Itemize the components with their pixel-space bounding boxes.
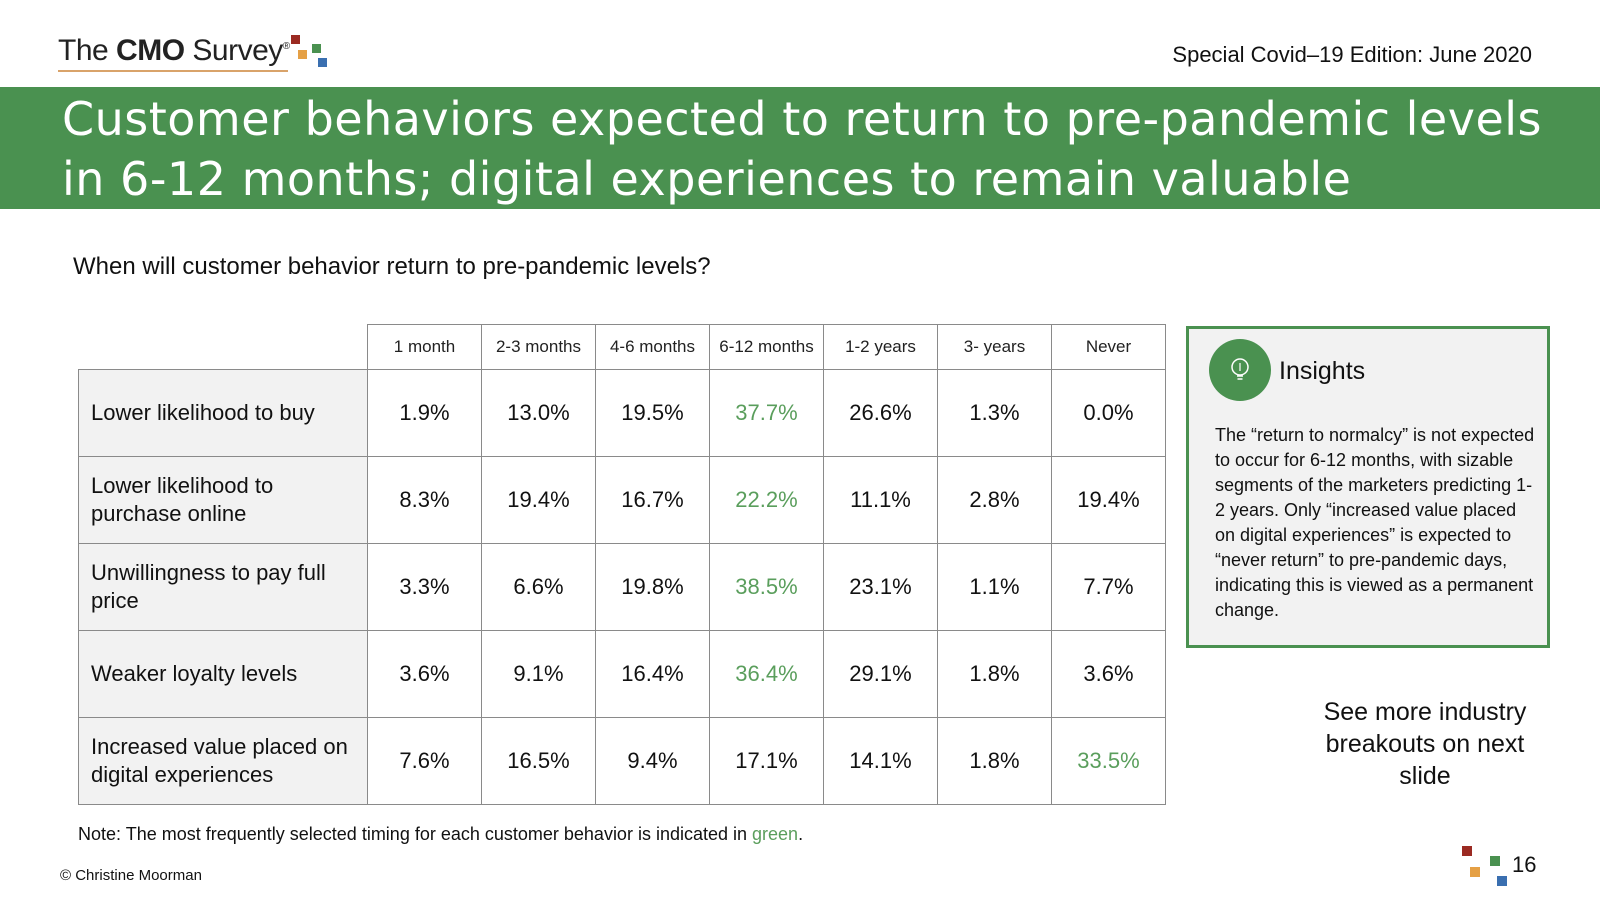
lightbulb-icon: [1209, 339, 1271, 401]
row-label: Lower likelihood to buy: [78, 369, 368, 457]
column-header: 1-2 years: [823, 324, 938, 370]
row-label: Lower likelihood to purchase online: [78, 456, 368, 544]
column-header: 1 month: [367, 324, 482, 370]
column-header: 3- years: [937, 324, 1052, 370]
logo-square-orange: [298, 50, 307, 59]
logo-underline: [58, 70, 288, 72]
table-cell: 19.8%: [595, 543, 710, 631]
table-cell: 19.4%: [481, 456, 596, 544]
table-cell: 16.4%: [595, 630, 710, 718]
logo-wordmark: The CMO Survey®: [58, 34, 290, 67]
cmo-survey-logo: The CMO Survey®: [58, 32, 358, 72]
table-cell: 17.1%: [709, 717, 824, 805]
row-label: Increased value placed on digital experi…: [78, 717, 368, 805]
table-cell: 7.7%: [1051, 543, 1166, 631]
table-row: Weaker loyalty levels 3.6% 9.1% 16.4% 36…: [78, 630, 1166, 718]
table-cell: 0.0%: [1051, 369, 1166, 457]
table-cell: 16.5%: [481, 717, 596, 805]
table-cell: 22.2%: [709, 456, 824, 544]
table-cell: 1.9%: [367, 369, 482, 457]
see-more-note: See more industry breakouts on next slid…: [1323, 698, 1527, 790]
table-cell: 23.1%: [823, 543, 938, 631]
table-cell: 8.3%: [367, 456, 482, 544]
table-cell: 19.5%: [595, 369, 710, 457]
table-cell: 3.6%: [367, 630, 482, 718]
table-row: Lower likelihood to purchase online 8.3%…: [78, 456, 1166, 544]
column-header: Never: [1051, 324, 1166, 370]
table-cell: 9.4%: [595, 717, 710, 805]
logo-square-red: [291, 35, 300, 44]
table-cell: 9.1%: [481, 630, 596, 718]
column-header: 2-3 months: [481, 324, 596, 370]
table-row: Increased value placed on digital experi…: [78, 717, 1166, 805]
table-question: When will customer behavior return to pr…: [73, 253, 711, 280]
insights-box: Insights The “return to normalcy” is not…: [1186, 326, 1550, 648]
table-cell: 29.1%: [823, 630, 938, 718]
footer-square-orange: [1470, 867, 1480, 877]
table-cell: 1.8%: [937, 717, 1052, 805]
column-header: 4-6 months: [595, 324, 710, 370]
table-cell: 2.8%: [937, 456, 1052, 544]
title-banner: Customer behaviors expected to return to…: [0, 87, 1600, 266]
footer-square-red: [1462, 846, 1472, 856]
table-cell: 26.6%: [823, 369, 938, 457]
table-note: Note: The most frequently selected timin…: [78, 824, 804, 844]
footer-square-blue: [1497, 876, 1507, 886]
table-cell: 36.4%: [709, 630, 824, 718]
table-cell: 13.0%: [481, 369, 596, 457]
table-row: Lower likelihood to buy 1.9% 13.0% 19.5%…: [78, 369, 1166, 457]
table-cell: 33.5%: [1051, 717, 1166, 805]
table-cell: 37.7%: [709, 369, 824, 457]
table-cell: 19.4%: [1051, 456, 1166, 544]
header-blank-cell: [79, 325, 368, 370]
footer-square-green: [1490, 856, 1500, 866]
column-header: 6-12 months: [709, 324, 824, 370]
row-label: Unwillingness to pay full price: [78, 543, 368, 631]
insights-title: Insights: [1279, 357, 1366, 385]
table-cell: 1.1%: [937, 543, 1052, 631]
slide-title: Customer behaviors expected to return to…: [62, 92, 1542, 266]
table-header-row: 1 month 2-3 months 4-6 months 6-12 month…: [79, 324, 1166, 370]
table-cell: 7.6%: [367, 717, 482, 805]
table-cell: 1.8%: [937, 630, 1052, 718]
table-cell: 11.1%: [823, 456, 938, 544]
logo-square-green: [312, 44, 321, 53]
edition-label: Special Covid–19 Edition: June 2020: [1172, 42, 1532, 67]
behavior-timing-table: 1 month 2-3 months 4-6 months 6-12 month…: [78, 324, 1166, 805]
table-row: Unwillingness to pay full price 3.3% 6.6…: [78, 543, 1166, 631]
table-cell: 6.6%: [481, 543, 596, 631]
table-cell: 16.7%: [595, 456, 710, 544]
table-cell: 38.5%: [709, 543, 824, 631]
table-cell: 3.6%: [1051, 630, 1166, 718]
page-number: 16: [1512, 852, 1537, 877]
table-cell: 1.3%: [937, 369, 1052, 457]
table-cell: 3.3%: [367, 543, 482, 631]
row-label: Weaker loyalty levels: [78, 630, 368, 718]
copyright: © Christine Moorman: [60, 867, 202, 884]
insights-body: The “return to normalcy” is not expected…: [1215, 425, 1535, 620]
table-cell: 14.1%: [823, 717, 938, 805]
logo-square-blue: [318, 58, 327, 67]
